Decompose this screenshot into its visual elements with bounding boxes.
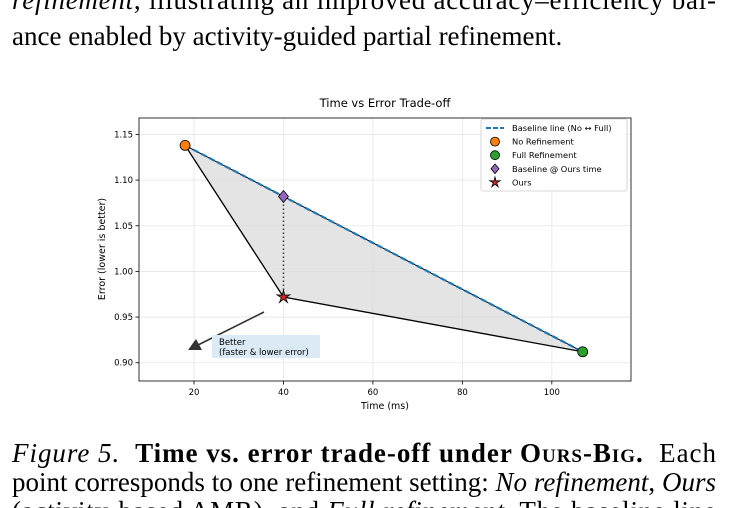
marker (577, 346, 589, 358)
annotation-text: (faster & lower error) (219, 348, 309, 358)
baseline-line (184, 144, 584, 353)
chart-title: Time vs Error Trade-off (319, 96, 452, 110)
text-run: , (648, 467, 662, 497)
plot-frame (138, 117, 632, 382)
annotation-text: Better (219, 338, 246, 348)
text-run: refinement (12, 0, 135, 15)
marker (490, 150, 500, 161)
legend-label: Full Refinement (512, 150, 577, 160)
x-tick-label: 80 (457, 388, 468, 398)
text-run: (activity-based AMR), and (12, 496, 326, 508)
text-run: Ours-Big. (520, 438, 643, 468)
caption-line: (activity-based AMR), and Full refinemen… (12, 496, 716, 508)
text-run: Figure 5. (11, 438, 119, 468)
marker (179, 139, 191, 151)
caption-line: point corresponds to one refinement sett… (12, 467, 716, 497)
x-tick-label: 60 (368, 388, 379, 398)
legend-label: Baseline @ Ours time (512, 164, 602, 174)
annotation-box (212, 335, 320, 358)
text-run: No refinement (495, 467, 650, 497)
y-axis-label: Error (lower is better) (97, 198, 108, 300)
text-run: point corresponds to one refinement sett… (12, 467, 496, 497)
annotation-arrow (197, 311, 265, 346)
caption-line: Figure 5. Time vs. error trade-off under… (11, 438, 717, 468)
text-run: Ours (662, 467, 716, 497)
marker (275, 288, 292, 304)
y-tick-label: 0.95 (114, 313, 133, 323)
marker (490, 136, 500, 147)
legend-box (480, 118, 628, 192)
annotation-arrowhead (188, 339, 202, 350)
text-run: Full refinement (326, 496, 505, 508)
body-line: refinement, illustrating an improved acc… (12, 0, 716, 15)
legend-label: No Refinement (512, 137, 574, 147)
y-tick-label: 1.05 (114, 222, 133, 232)
text-run: . The baseline line (505, 496, 716, 508)
text-run: Each (644, 438, 717, 468)
marker (490, 163, 500, 175)
y-tick-label: 1.10 (114, 176, 133, 186)
y-tick-label: 1.15 (114, 130, 133, 140)
y-tick-label: 1.00 (114, 267, 133, 277)
x-tick-label: 40 (278, 388, 289, 398)
text-run: , illustrating an improved accuracy–effi… (134, 0, 716, 15)
y-tick-label: 0.90 (114, 359, 133, 369)
x-axis-label: Time (ms) (360, 401, 409, 412)
x-tick-label: 100 (544, 388, 560, 398)
body-line: ance enabled by activity-guided partial … (12, 21, 562, 51)
marker (277, 189, 289, 204)
text-run: Time vs. error trade-off under (120, 438, 519, 468)
legend-label: Baseline line (No ↔ Full) (512, 123, 612, 133)
legend-label: Ours (512, 177, 532, 187)
text-run: ance enabled by activity-guided partial … (12, 21, 562, 51)
x-tick-label: 20 (189, 388, 200, 398)
marker (488, 175, 502, 189)
